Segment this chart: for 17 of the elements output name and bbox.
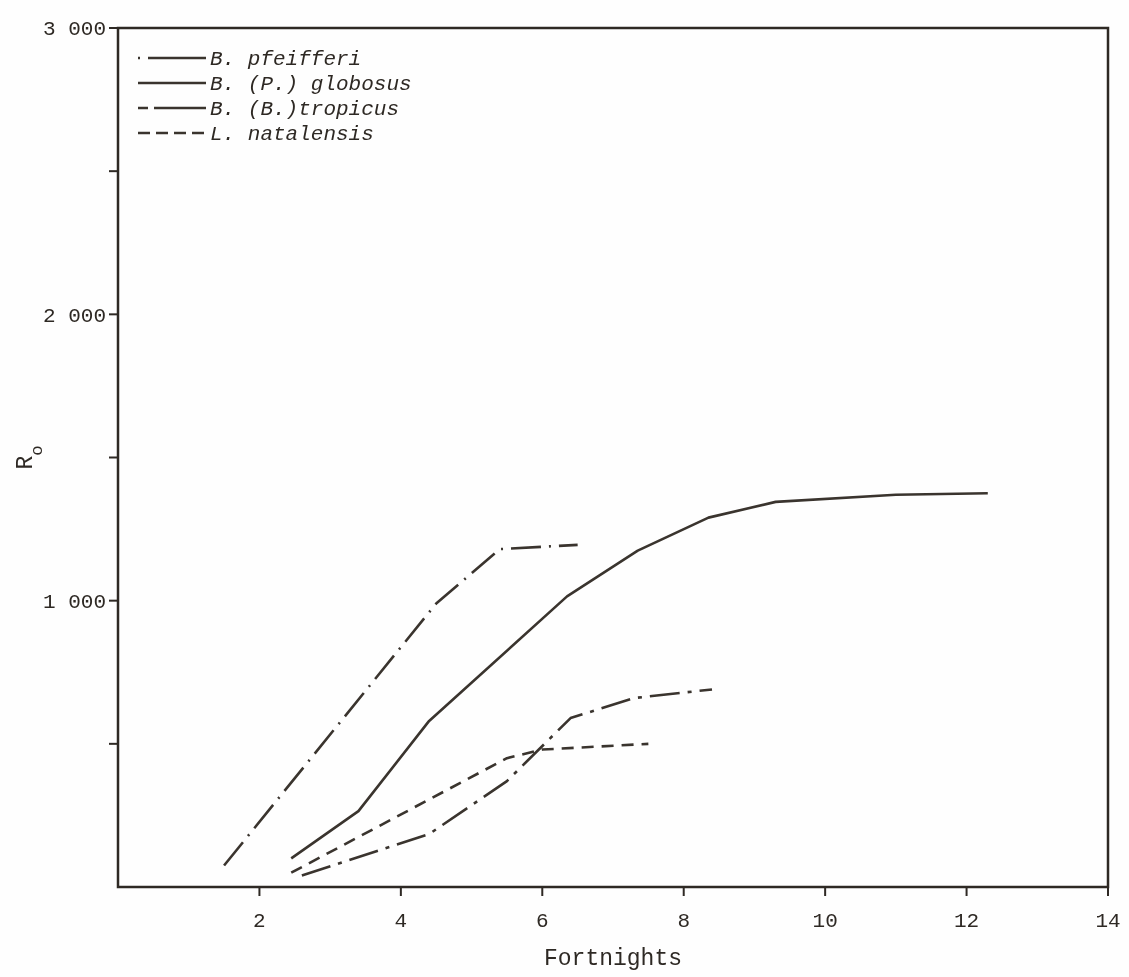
legend-label: B. (P.) globosus — [210, 73, 412, 97]
line-series — [289, 491, 990, 860]
y-tick-label: 2 000 — [42, 304, 106, 328]
y-tick-label: 1 000 — [42, 591, 106, 615]
y-tick-label: 3 000 — [42, 18, 106, 42]
line-series — [222, 543, 579, 867]
x-axis-title: Fortnights — [543, 946, 683, 972]
legend-label: B. (B.)tropicus — [210, 98, 400, 122]
x-tick-label: 2 — [253, 910, 266, 933]
legend-label: B. pfeifferi — [210, 48, 362, 72]
legend-label: L. natalensis — [210, 123, 374, 147]
x-tick-label: 12 — [953, 910, 980, 933]
x-tick-label: 6 — [535, 910, 549, 933]
x-tick-label: 8 — [677, 910, 691, 933]
x-tick-label: 10 — [812, 910, 838, 933]
x-tick-label: 4 — [394, 910, 408, 933]
x-tick-label: 14 — [1095, 910, 1121, 933]
